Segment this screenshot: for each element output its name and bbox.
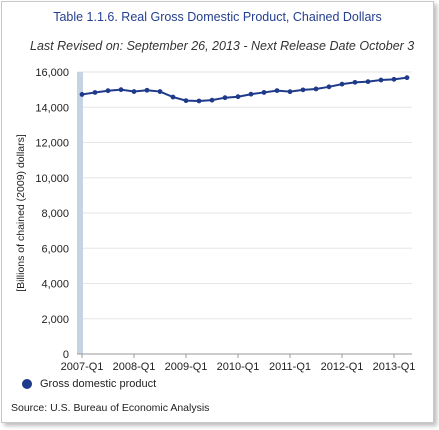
legend-marker bbox=[22, 379, 32, 389]
data-point bbox=[326, 84, 332, 90]
y-tick-label: 6,000 bbox=[41, 243, 69, 255]
chart-subtitle: Last Revised on: September 26, 2013 - Ne… bbox=[30, 39, 415, 53]
x-tick-label: 2011-Q1 bbox=[269, 361, 311, 373]
data-point bbox=[378, 77, 384, 83]
data-point bbox=[105, 88, 111, 94]
chart-title: Table 1.1.6. Real Gross Domestic Product… bbox=[53, 10, 382, 24]
data-point bbox=[79, 92, 85, 97]
x-tick-label: 2013-Q1 bbox=[373, 361, 416, 373]
x-tick-label: 2012-Q1 bbox=[321, 361, 364, 373]
data-point bbox=[248, 91, 254, 97]
data-point bbox=[131, 89, 137, 94]
data-point bbox=[209, 97, 215, 103]
source-note: Source: U.S. Bureau of Economic Analysis bbox=[11, 402, 210, 414]
y-tick-label: 8,000 bbox=[41, 208, 69, 220]
data-point bbox=[339, 81, 345, 87]
y-tick-label: 16,000 bbox=[35, 67, 69, 79]
data-point bbox=[170, 94, 176, 100]
y-tick-label: 4,000 bbox=[41, 279, 69, 291]
data-point bbox=[274, 88, 280, 94]
x-tick-label: 2008-Q1 bbox=[113, 361, 156, 373]
data-point bbox=[144, 87, 150, 93]
data-point bbox=[352, 79, 358, 85]
x-tick-label: 2007-Q1 bbox=[61, 361, 104, 373]
legend[interactable]: Gross domestic product bbox=[22, 378, 156, 390]
y-tick-label: 2,000 bbox=[41, 314, 69, 326]
data-point bbox=[365, 79, 371, 85]
data-point bbox=[118, 87, 124, 93]
data-point bbox=[235, 94, 241, 100]
y-tick-label: 14,000 bbox=[35, 102, 69, 114]
x-tick-label: 2009-Q1 bbox=[165, 361, 208, 373]
data-point bbox=[261, 90, 267, 95]
y-tick-label: 0 bbox=[63, 349, 69, 361]
data-point bbox=[300, 87, 306, 93]
line-chart: 0 2,000 4,000 6,000 8,000 10,000 12,000 14,000 1… bbox=[15, 67, 416, 373]
data-point bbox=[222, 95, 228, 101]
chart-panel: Table 1.1.6. Real Gross Domestic Product… bbox=[1, 1, 434, 423]
data-point bbox=[404, 75, 410, 81]
y-axis-title: [Billions of chained (2009) dollars] bbox=[15, 134, 27, 292]
data-point bbox=[196, 98, 202, 104]
y-tick-label: 10,000 bbox=[35, 173, 69, 185]
y-tick-label: 12,000 bbox=[35, 138, 69, 150]
data-point bbox=[313, 86, 319, 92]
data-point bbox=[391, 76, 397, 82]
data-point bbox=[92, 90, 98, 95]
series-line bbox=[81, 76, 408, 102]
x-tick-label: 2010-Q1 bbox=[217, 361, 260, 373]
data-point bbox=[157, 89, 163, 94]
selection-band bbox=[77, 72, 83, 354]
data-point bbox=[287, 89, 293, 95]
legend-label: Gross domestic product bbox=[40, 378, 157, 390]
data-point bbox=[183, 98, 189, 104]
